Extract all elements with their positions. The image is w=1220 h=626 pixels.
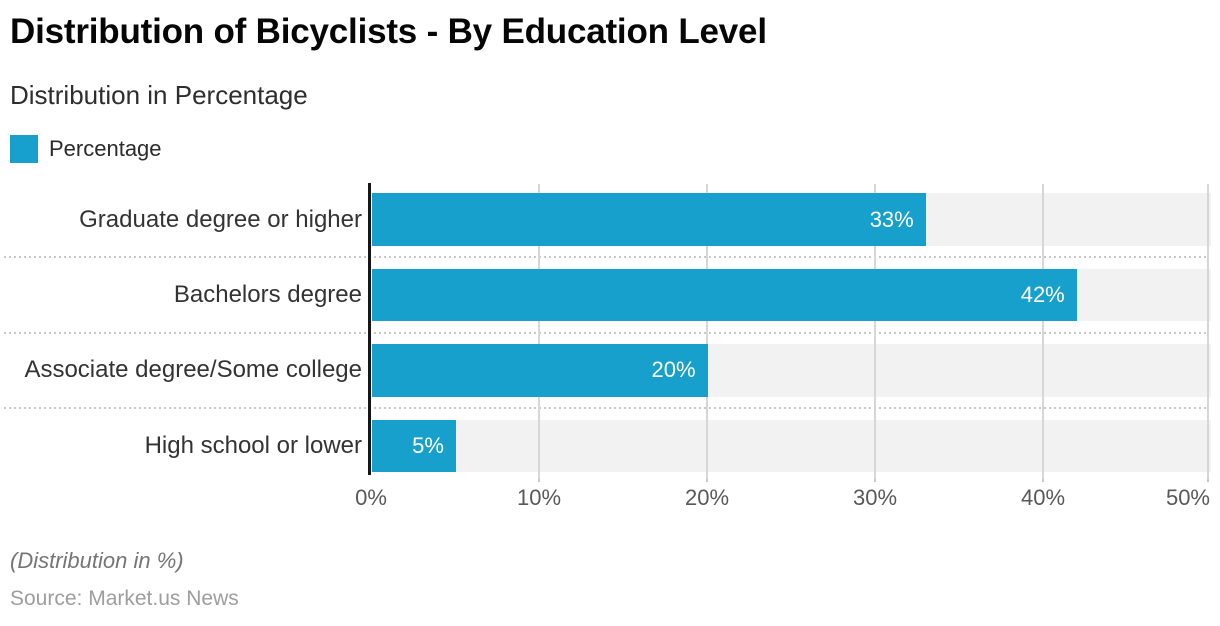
legend-item-percentage[interactable]: Percentage (10, 135, 162, 163)
bar-bachelors-degree[interactable]: 42% (372, 268, 1077, 322)
legend-label: Percentage (49, 136, 162, 161)
gridline-40pct (1042, 184, 1044, 479)
x-axis-tick-label: 0% (355, 485, 387, 510)
axis-tick (706, 477, 708, 482)
bar-track: 20% (372, 344, 1211, 397)
bar-value-label: 5% (412, 432, 444, 458)
gridline-20pct (706, 184, 708, 479)
gridline-30pct (874, 184, 876, 479)
bar-track: 42% (372, 268, 1211, 322)
bar-row: High school or lower 5% (0, 408, 1211, 483)
category-label: Bachelors degree (173, 281, 362, 309)
chart-subtitle: Distribution in Percentage (10, 80, 308, 110)
chart-footnote: (Distribution in %) (10, 548, 184, 573)
bar-high-school-or-lower[interactable]: 5% (372, 419, 456, 473)
axis-tick (538, 477, 540, 482)
bar-track: 33% (372, 193, 1211, 246)
row-separator (4, 407, 1209, 410)
y-axis-line (368, 183, 371, 475)
bar-track: 5% (372, 419, 1211, 473)
x-axis-tick-label: 40% (1020, 485, 1066, 510)
legend-swatch-icon (10, 135, 38, 163)
bar-value-label: 33% (869, 206, 914, 232)
x-axis-tick-label: 50% (1165, 485, 1210, 510)
axis-tick (1207, 477, 1209, 482)
gridline-10pct (538, 184, 540, 479)
gridline-50pct (1207, 184, 1209, 479)
category-label: Associate degree/Some college (24, 356, 362, 384)
x-axis-tick-label: 10% (516, 485, 562, 510)
bar-row: Bachelors degree 42% (0, 257, 1211, 332)
plot-area: Graduate degree or higher 33% Bachelors … (0, 182, 1211, 484)
category-label: High school or lower (144, 431, 362, 459)
bar-associate-degree-some-college[interactable]: 20% (372, 344, 708, 397)
axis-tick (874, 477, 876, 482)
chart-title: Distribution of Bicyclists - By Educatio… (10, 12, 767, 51)
row-separator (4, 331, 1209, 334)
bar-value-label: 20% (651, 357, 696, 383)
x-axis-tick-label: 20% (684, 485, 730, 510)
bar-value-label: 42% (1020, 282, 1065, 308)
category-label: Graduate degree or higher (79, 205, 362, 233)
chart-source: Source: Market.us News (10, 587, 239, 610)
bar-row: Graduate degree or higher 33% (0, 182, 1211, 257)
row-separator (4, 256, 1209, 259)
bar-graduate-degree-or-higher[interactable]: 33% (372, 193, 926, 246)
x-axis-tick-label: 30% (852, 485, 898, 510)
bar-row: Associate degree/Some college 20% (0, 333, 1211, 408)
axis-tick (1042, 477, 1044, 482)
